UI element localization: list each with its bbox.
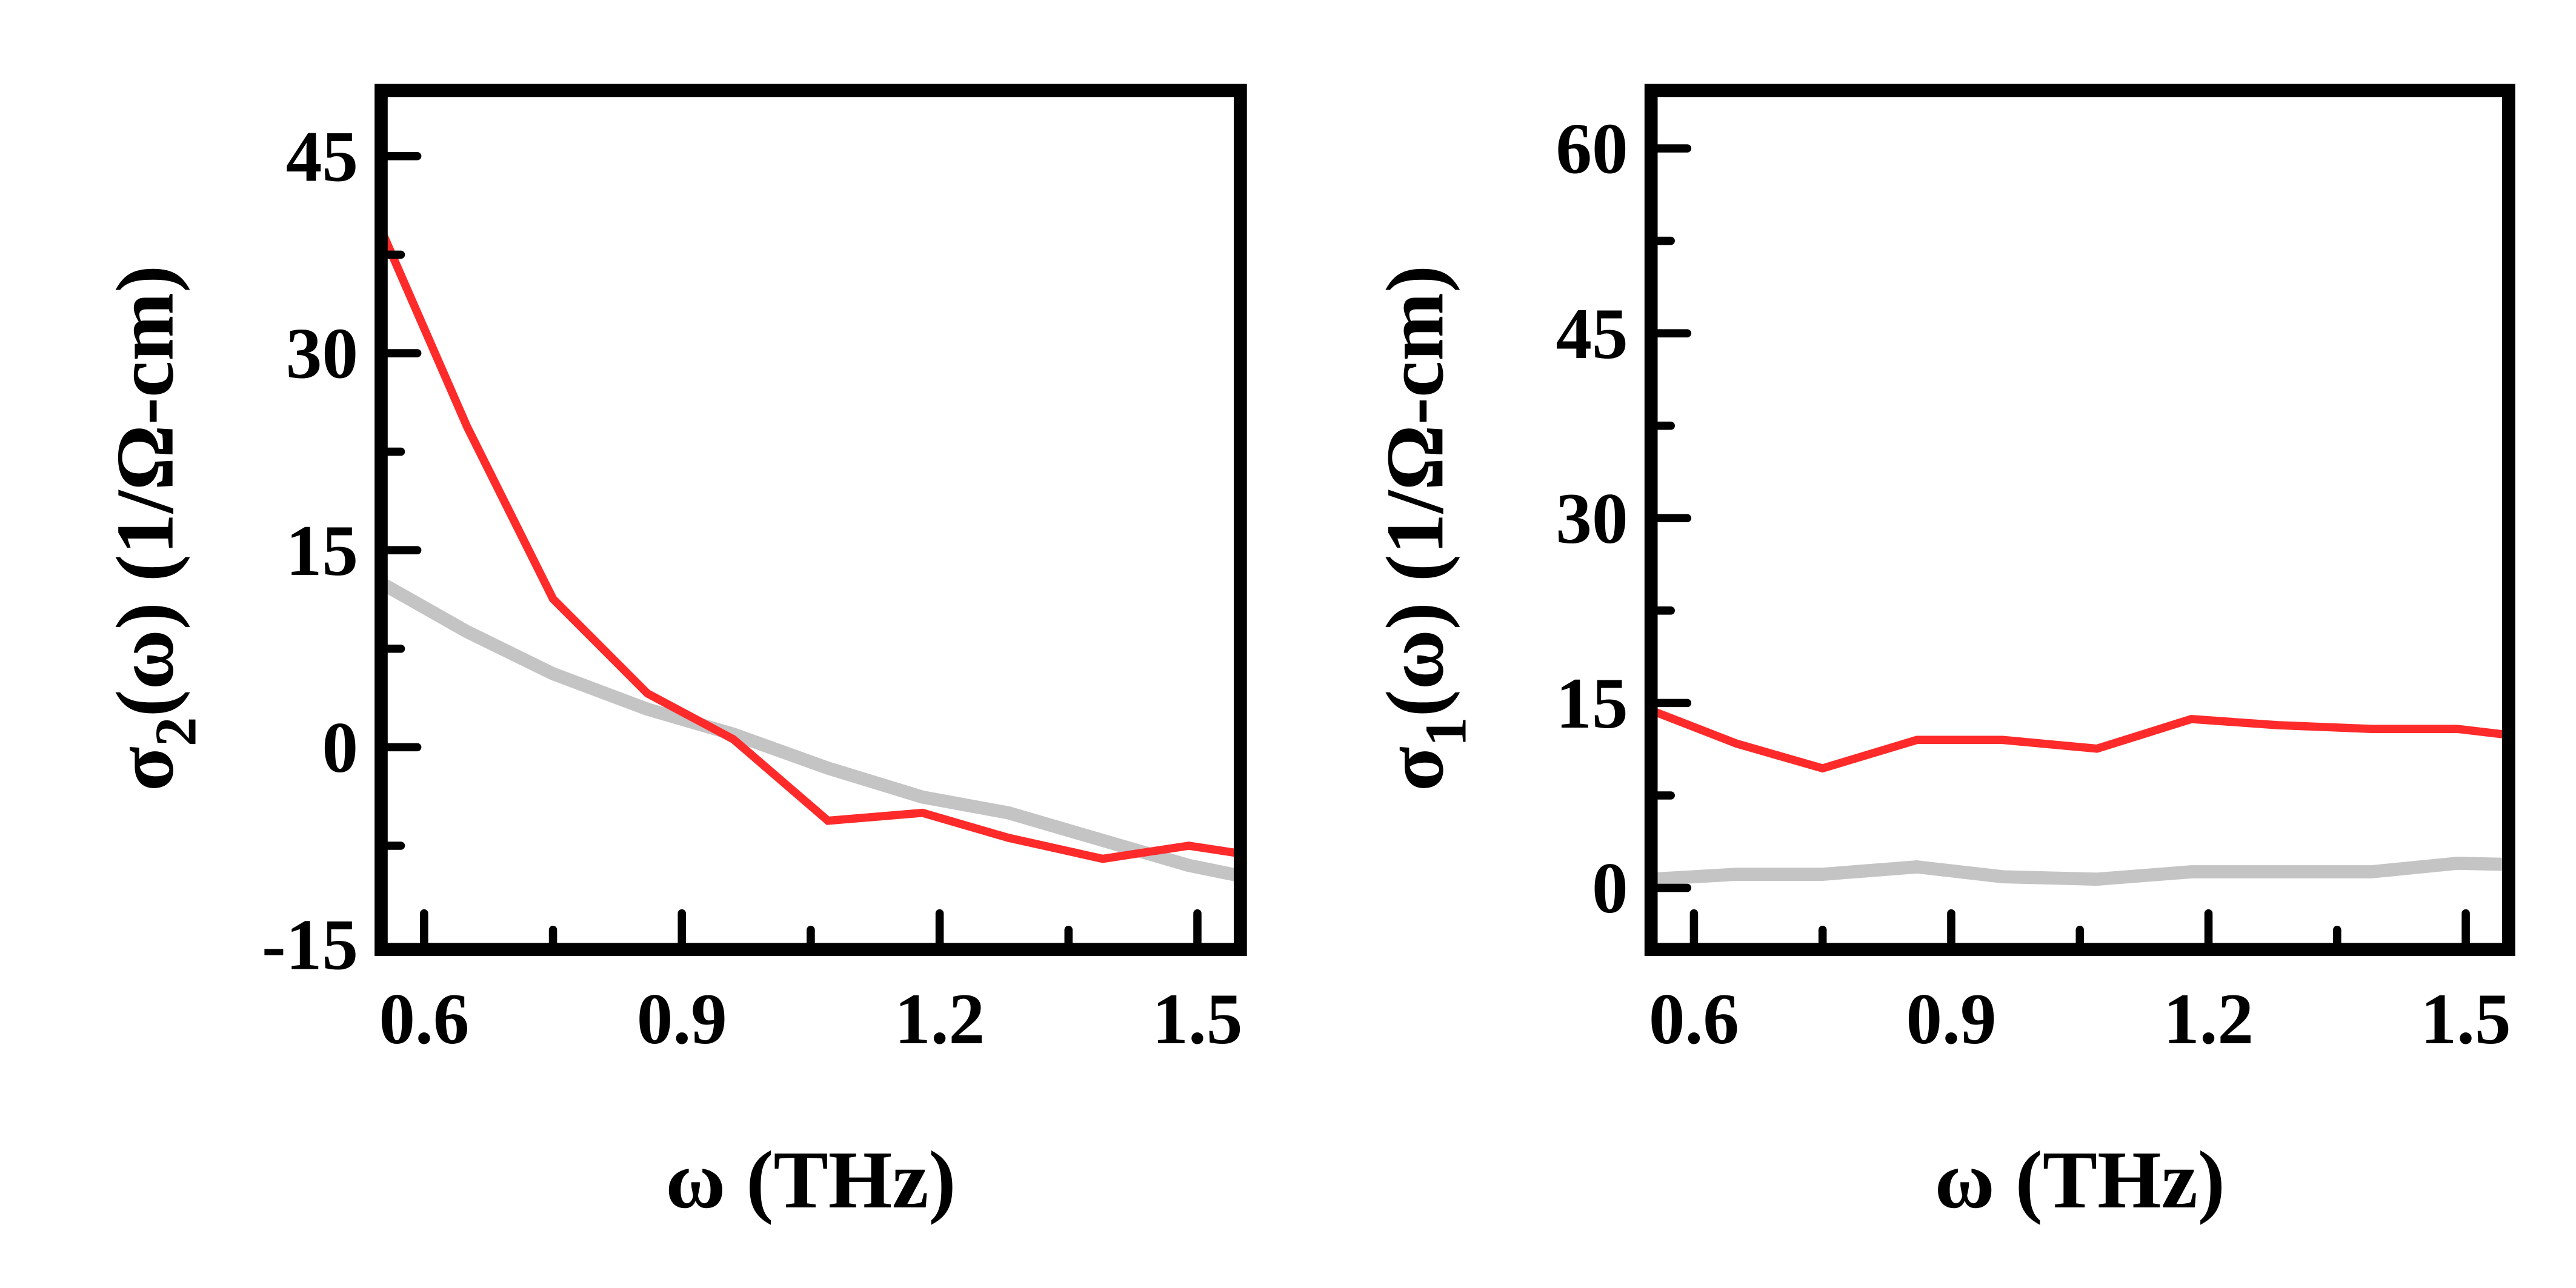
y-tick-label: 30 bbox=[286, 314, 358, 394]
series-line-red bbox=[1651, 706, 2509, 773]
x-tick-label: 1.2 bbox=[894, 979, 985, 1059]
y-tick-label: -15 bbox=[262, 905, 358, 984]
y-tick-label: 0 bbox=[322, 708, 358, 788]
series-line-red bbox=[381, 228, 1240, 863]
x-tick-label: 1.5 bbox=[2421, 979, 2511, 1059]
x-tick-label: 0.6 bbox=[379, 979, 469, 1059]
y-label-symbol: σ bbox=[1370, 746, 1460, 791]
x-tick-label: 0.6 bbox=[1649, 979, 1739, 1059]
x-tick-label: 1.2 bbox=[2163, 979, 2254, 1059]
series-line-gray bbox=[1651, 857, 2509, 886]
x-axis-label: ω (THz) bbox=[665, 1135, 956, 1226]
series-line-gray bbox=[381, 577, 1240, 883]
plot-frame bbox=[1644, 84, 2515, 957]
x-axis-label: ω (THz) bbox=[1935, 1135, 2225, 1226]
y-label-rest: (ω) (1/Ω-cm) bbox=[1370, 265, 1460, 717]
chart-panel-1: 0.6 0.9 1.2 1.5 -15 0 15 30 45 ω (THz) σ2(ω) (1/Ω-… bbox=[100, 84, 1247, 1226]
y-label-symbol: σ bbox=[100, 746, 191, 791]
x-tick-label: 1.5 bbox=[1152, 979, 1242, 1059]
y-tick-label: 15 bbox=[286, 511, 358, 591]
y-tick-label: 45 bbox=[1556, 294, 1628, 374]
y-label-subscript: 2 bbox=[144, 717, 209, 746]
y-axis-label: σ2(ω) (1/Ω-cm) bbox=[100, 265, 209, 791]
y-label-rest: (ω) (1/Ω-cm) bbox=[100, 265, 191, 717]
y-axis-label: σ1(ω) (1/Ω-cm) bbox=[1370, 265, 1479, 791]
plot-frame bbox=[374, 84, 1247, 957]
y-tick-label: 60 bbox=[1556, 109, 1628, 189]
x-tick-label: 0.9 bbox=[1906, 979, 1996, 1059]
chart-panel-2: 0.6 0.9 1.2 1.5 0 15 30 45 60 ω (THz) σ1(ω) (1/Ω-c… bbox=[1370, 84, 2515, 1226]
x-tick-label: 0.9 bbox=[637, 979, 727, 1059]
y-tick-label: 30 bbox=[1556, 479, 1628, 559]
y-tick-label: 0 bbox=[1592, 848, 1628, 928]
y-label-subscript: 1 bbox=[1413, 717, 1479, 746]
y-tick-label: 45 bbox=[286, 116, 358, 196]
y-tick-label: 15 bbox=[1556, 663, 1628, 743]
